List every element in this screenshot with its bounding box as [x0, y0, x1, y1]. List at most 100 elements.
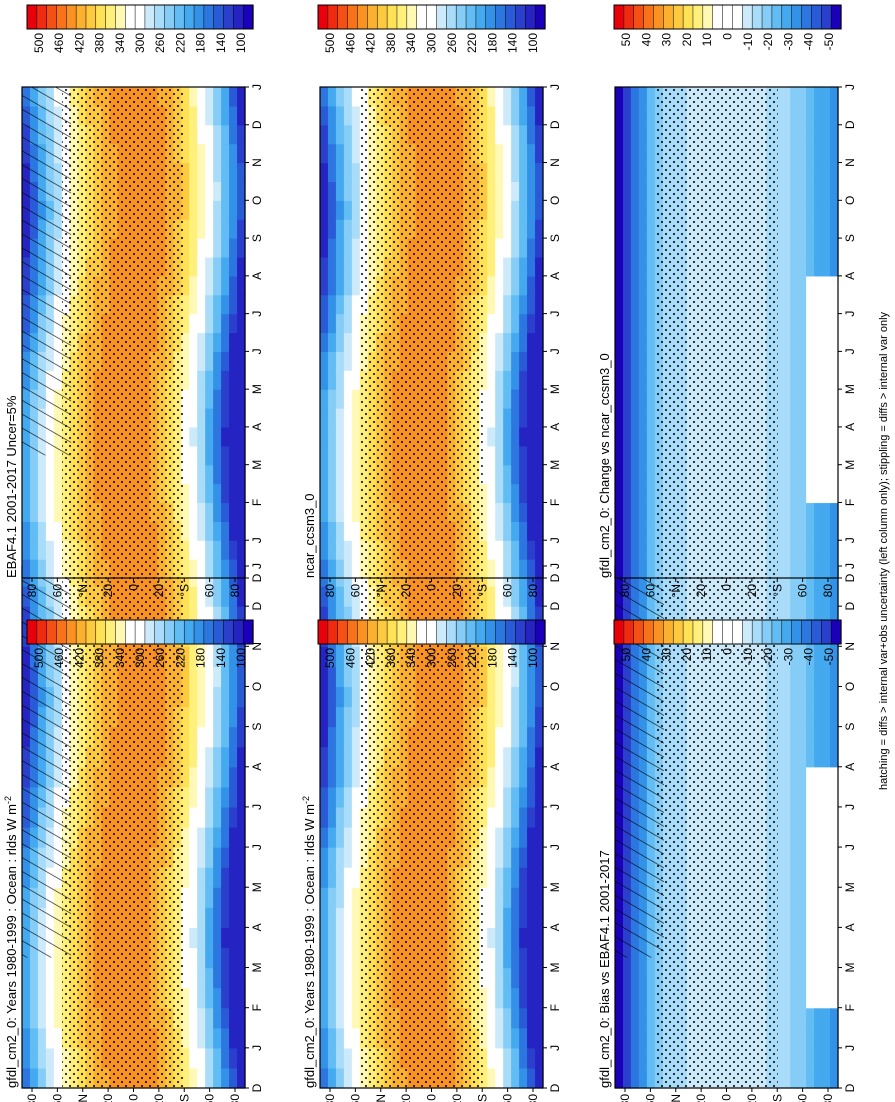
heatmap-cell	[327, 294, 337, 315]
heatmap-cell	[181, 987, 190, 1009]
heatmap-cell	[519, 521, 528, 541]
heatmap-cell	[213, 786, 222, 808]
month-tick-label: D	[250, 120, 264, 129]
heatmap-cell	[511, 275, 520, 296]
heatmap-cell	[197, 1027, 206, 1049]
colorbar-label: -30	[781, 648, 795, 666]
heatmap-cell	[181, 124, 190, 145]
heatmap-cell	[351, 181, 361, 201]
lat-tick-label: 20	[694, 584, 708, 598]
heatmap-cell	[535, 726, 544, 748]
heatmap-cell	[535, 927, 544, 949]
heatmap-cell	[535, 606, 544, 627]
heatmap-cell	[343, 200, 353, 220]
heatmap-cell	[205, 1067, 214, 1089]
heatmap-cell	[503, 408, 512, 428]
heatmap-cell	[806, 124, 815, 145]
heatmap-cell	[343, 294, 353, 315]
heatmap-cell	[487, 313, 496, 334]
heatmap-cell	[782, 408, 791, 428]
heatmap-cell	[189, 746, 198, 768]
heatmap-cell	[487, 947, 496, 969]
heatmap-cell	[229, 105, 238, 126]
heatmap-cell	[320, 483, 329, 504]
heatmap-cell	[527, 200, 536, 220]
lat-tick-label: 80	[323, 1094, 337, 1102]
heatmap-cell	[351, 483, 361, 504]
heatmap-cell	[638, 143, 648, 164]
heatmap-cell	[798, 445, 807, 466]
heatmap-cell	[229, 143, 238, 164]
heatmap-cell	[630, 464, 640, 485]
heatmap-cell	[822, 686, 831, 708]
heatmap-cell	[622, 483, 632, 504]
colorbar-swatch	[134, 619, 146, 645]
heatmap-cell	[519, 559, 528, 579]
heatmap-cell	[774, 408, 783, 428]
heatmap-cell	[782, 847, 791, 868]
heatmap-cell	[511, 219, 520, 239]
lat-tick-label: 20	[399, 1094, 413, 1102]
lat-tick-label: °S	[177, 1094, 191, 1102]
heatmap-cell	[790, 408, 799, 428]
heatmap-cell	[320, 1067, 329, 1089]
heatmap-cell	[213, 927, 222, 949]
heatmap-cell	[237, 666, 246, 688]
heatmap-cell	[213, 464, 222, 485]
heatmap-cell	[343, 162, 353, 183]
heatmap-cell	[782, 219, 791, 239]
heatmap-cell	[822, 332, 831, 352]
heatmap-cell	[205, 124, 214, 145]
heatmap-cell	[814, 483, 823, 504]
heatmap-cell	[511, 646, 520, 667]
heatmap-cell	[535, 1027, 544, 1049]
heatmap-cell	[622, 426, 632, 447]
heatmap-cell	[237, 124, 246, 145]
heatmap-cell	[519, 927, 528, 949]
heatmap-cell	[790, 105, 799, 126]
heatmap-cell	[189, 867, 198, 888]
heatmap-cell	[774, 389, 783, 409]
heatmap-cell	[29, 967, 39, 989]
heatmap-cell	[822, 867, 831, 888]
heatmap-cell	[622, 219, 632, 239]
heatmap-cell	[335, 105, 345, 126]
heatmap-cell	[37, 967, 47, 989]
heatmap-cell	[343, 606, 353, 627]
heatmap-cell	[519, 370, 528, 390]
heatmap-cell	[782, 907, 791, 928]
heatmap-cell	[511, 370, 520, 390]
heatmap-cell	[638, 521, 648, 541]
heatmap-cell	[343, 370, 353, 390]
heatmap-cell	[335, 294, 345, 315]
heatmap-cell	[343, 1007, 353, 1029]
heatmap-cell	[503, 867, 512, 888]
heatmap-cell	[22, 1007, 31, 1029]
heatmap-cell	[53, 559, 63, 579]
heatmap-cell	[197, 806, 206, 828]
title-superscript: -2	[301, 796, 311, 804]
heatmap-cell	[814, 87, 823, 107]
heatmap-cell	[479, 967, 488, 989]
heatmap-cell	[229, 238, 238, 258]
month-tick-label: A	[548, 272, 562, 280]
heatmap-cell	[197, 827, 206, 848]
heatmap-cell	[519, 646, 528, 667]
heatmap-cell	[822, 143, 831, 164]
heatmap-cell	[535, 521, 544, 541]
colorbar-swatch	[446, 619, 457, 645]
heatmap-cell	[237, 143, 246, 164]
heatmap-cell	[535, 181, 544, 201]
heatmap-cell	[798, 586, 807, 607]
heatmap-cell	[503, 967, 512, 989]
heatmap-cell	[213, 686, 222, 708]
heatmap-cell	[487, 666, 496, 688]
heatmap-cell	[798, 726, 807, 748]
colorbar-label: 380	[93, 33, 107, 53]
lat-tick-label: 60	[796, 584, 810, 598]
heatmap-cell	[814, 219, 823, 239]
heatmap-cell	[197, 332, 206, 352]
heatmap-cell	[630, 987, 640, 1009]
month-tick-label: F	[250, 1004, 264, 1011]
heatmap-cell	[814, 987, 823, 1009]
